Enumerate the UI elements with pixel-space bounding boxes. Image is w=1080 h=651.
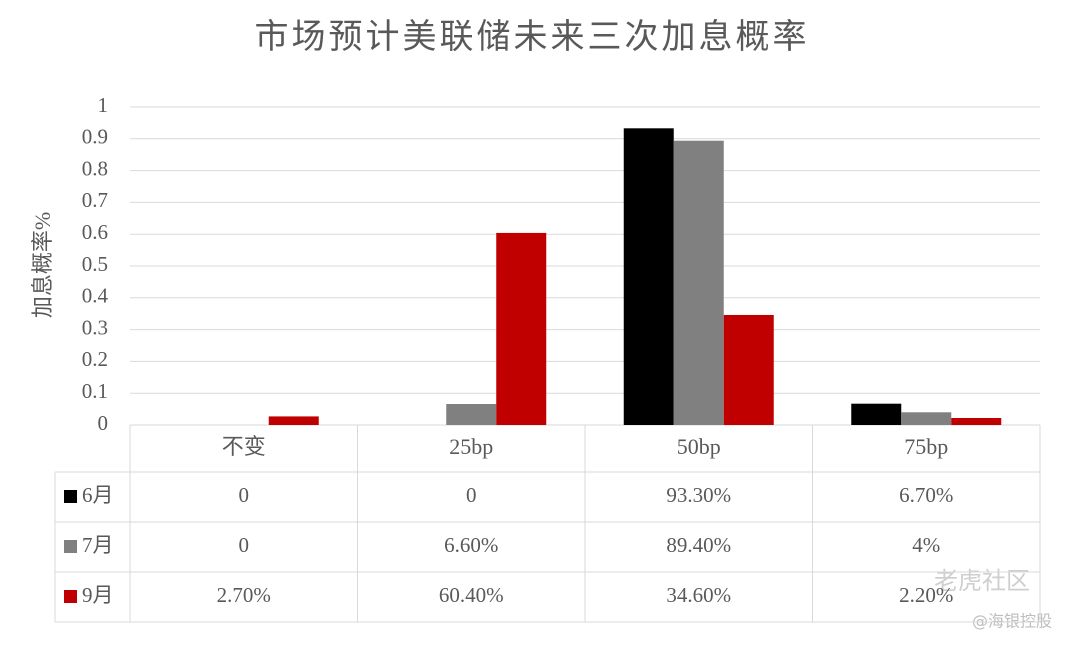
y-tick-label: 0.5 bbox=[82, 252, 108, 276]
legend-label: 6月 bbox=[82, 483, 114, 507]
table-cell: 6.70% bbox=[899, 483, 953, 507]
watermark: @海银控股 bbox=[972, 612, 1052, 631]
y-tick-label: 0.4 bbox=[82, 284, 109, 308]
table-cell: 93.30% bbox=[666, 483, 731, 507]
table-cell: 0 bbox=[239, 533, 250, 557]
bar bbox=[951, 418, 1002, 425]
y-tick-label: 0.3 bbox=[82, 315, 108, 339]
y-tick-label: 0.9 bbox=[82, 125, 108, 149]
table-cell: 2.20% bbox=[899, 583, 953, 607]
y-tick-label: 0 bbox=[98, 411, 109, 435]
legend-swatch bbox=[64, 590, 77, 603]
table-cell: 0 bbox=[466, 483, 477, 507]
chart-title: 市场预计美联储未来三次加息概率 bbox=[255, 18, 810, 56]
bar bbox=[673, 140, 724, 425]
legend-label: 7月 bbox=[82, 533, 114, 557]
table-cell: 6.60% bbox=[444, 533, 498, 557]
bar bbox=[623, 128, 674, 425]
bar bbox=[901, 412, 952, 425]
y-tick-label: 0.7 bbox=[82, 188, 108, 212]
x-tick-label: 50bp bbox=[677, 434, 721, 459]
table-cell: 2.70% bbox=[217, 583, 271, 607]
y-tick-label: 0.1 bbox=[82, 379, 108, 403]
table-cell: 60.40% bbox=[439, 583, 504, 607]
legend-swatch bbox=[64, 490, 77, 503]
table-cell: 4% bbox=[912, 533, 940, 557]
bar bbox=[268, 416, 319, 425]
table-cell: 34.60% bbox=[666, 583, 731, 607]
x-tick-label: 不变 bbox=[222, 434, 266, 459]
bar bbox=[446, 404, 497, 425]
bar bbox=[723, 314, 774, 425]
y-tick-label: 0.8 bbox=[82, 156, 108, 180]
y-tick-label: 0.6 bbox=[82, 220, 108, 244]
bar bbox=[851, 403, 902, 425]
y-tick-label: 1 bbox=[98, 93, 109, 117]
table-cell: 89.40% bbox=[666, 533, 731, 557]
bar bbox=[496, 232, 547, 425]
x-tick-label: 25bp bbox=[449, 434, 493, 459]
legend-label: 9月 bbox=[82, 583, 114, 607]
table-cell: 0 bbox=[239, 483, 250, 507]
y-axis-label: 加息概率% bbox=[30, 212, 55, 318]
y-tick-label: 0.2 bbox=[82, 347, 108, 371]
x-tick-label: 75bp bbox=[904, 434, 948, 459]
legend-swatch bbox=[64, 540, 77, 553]
